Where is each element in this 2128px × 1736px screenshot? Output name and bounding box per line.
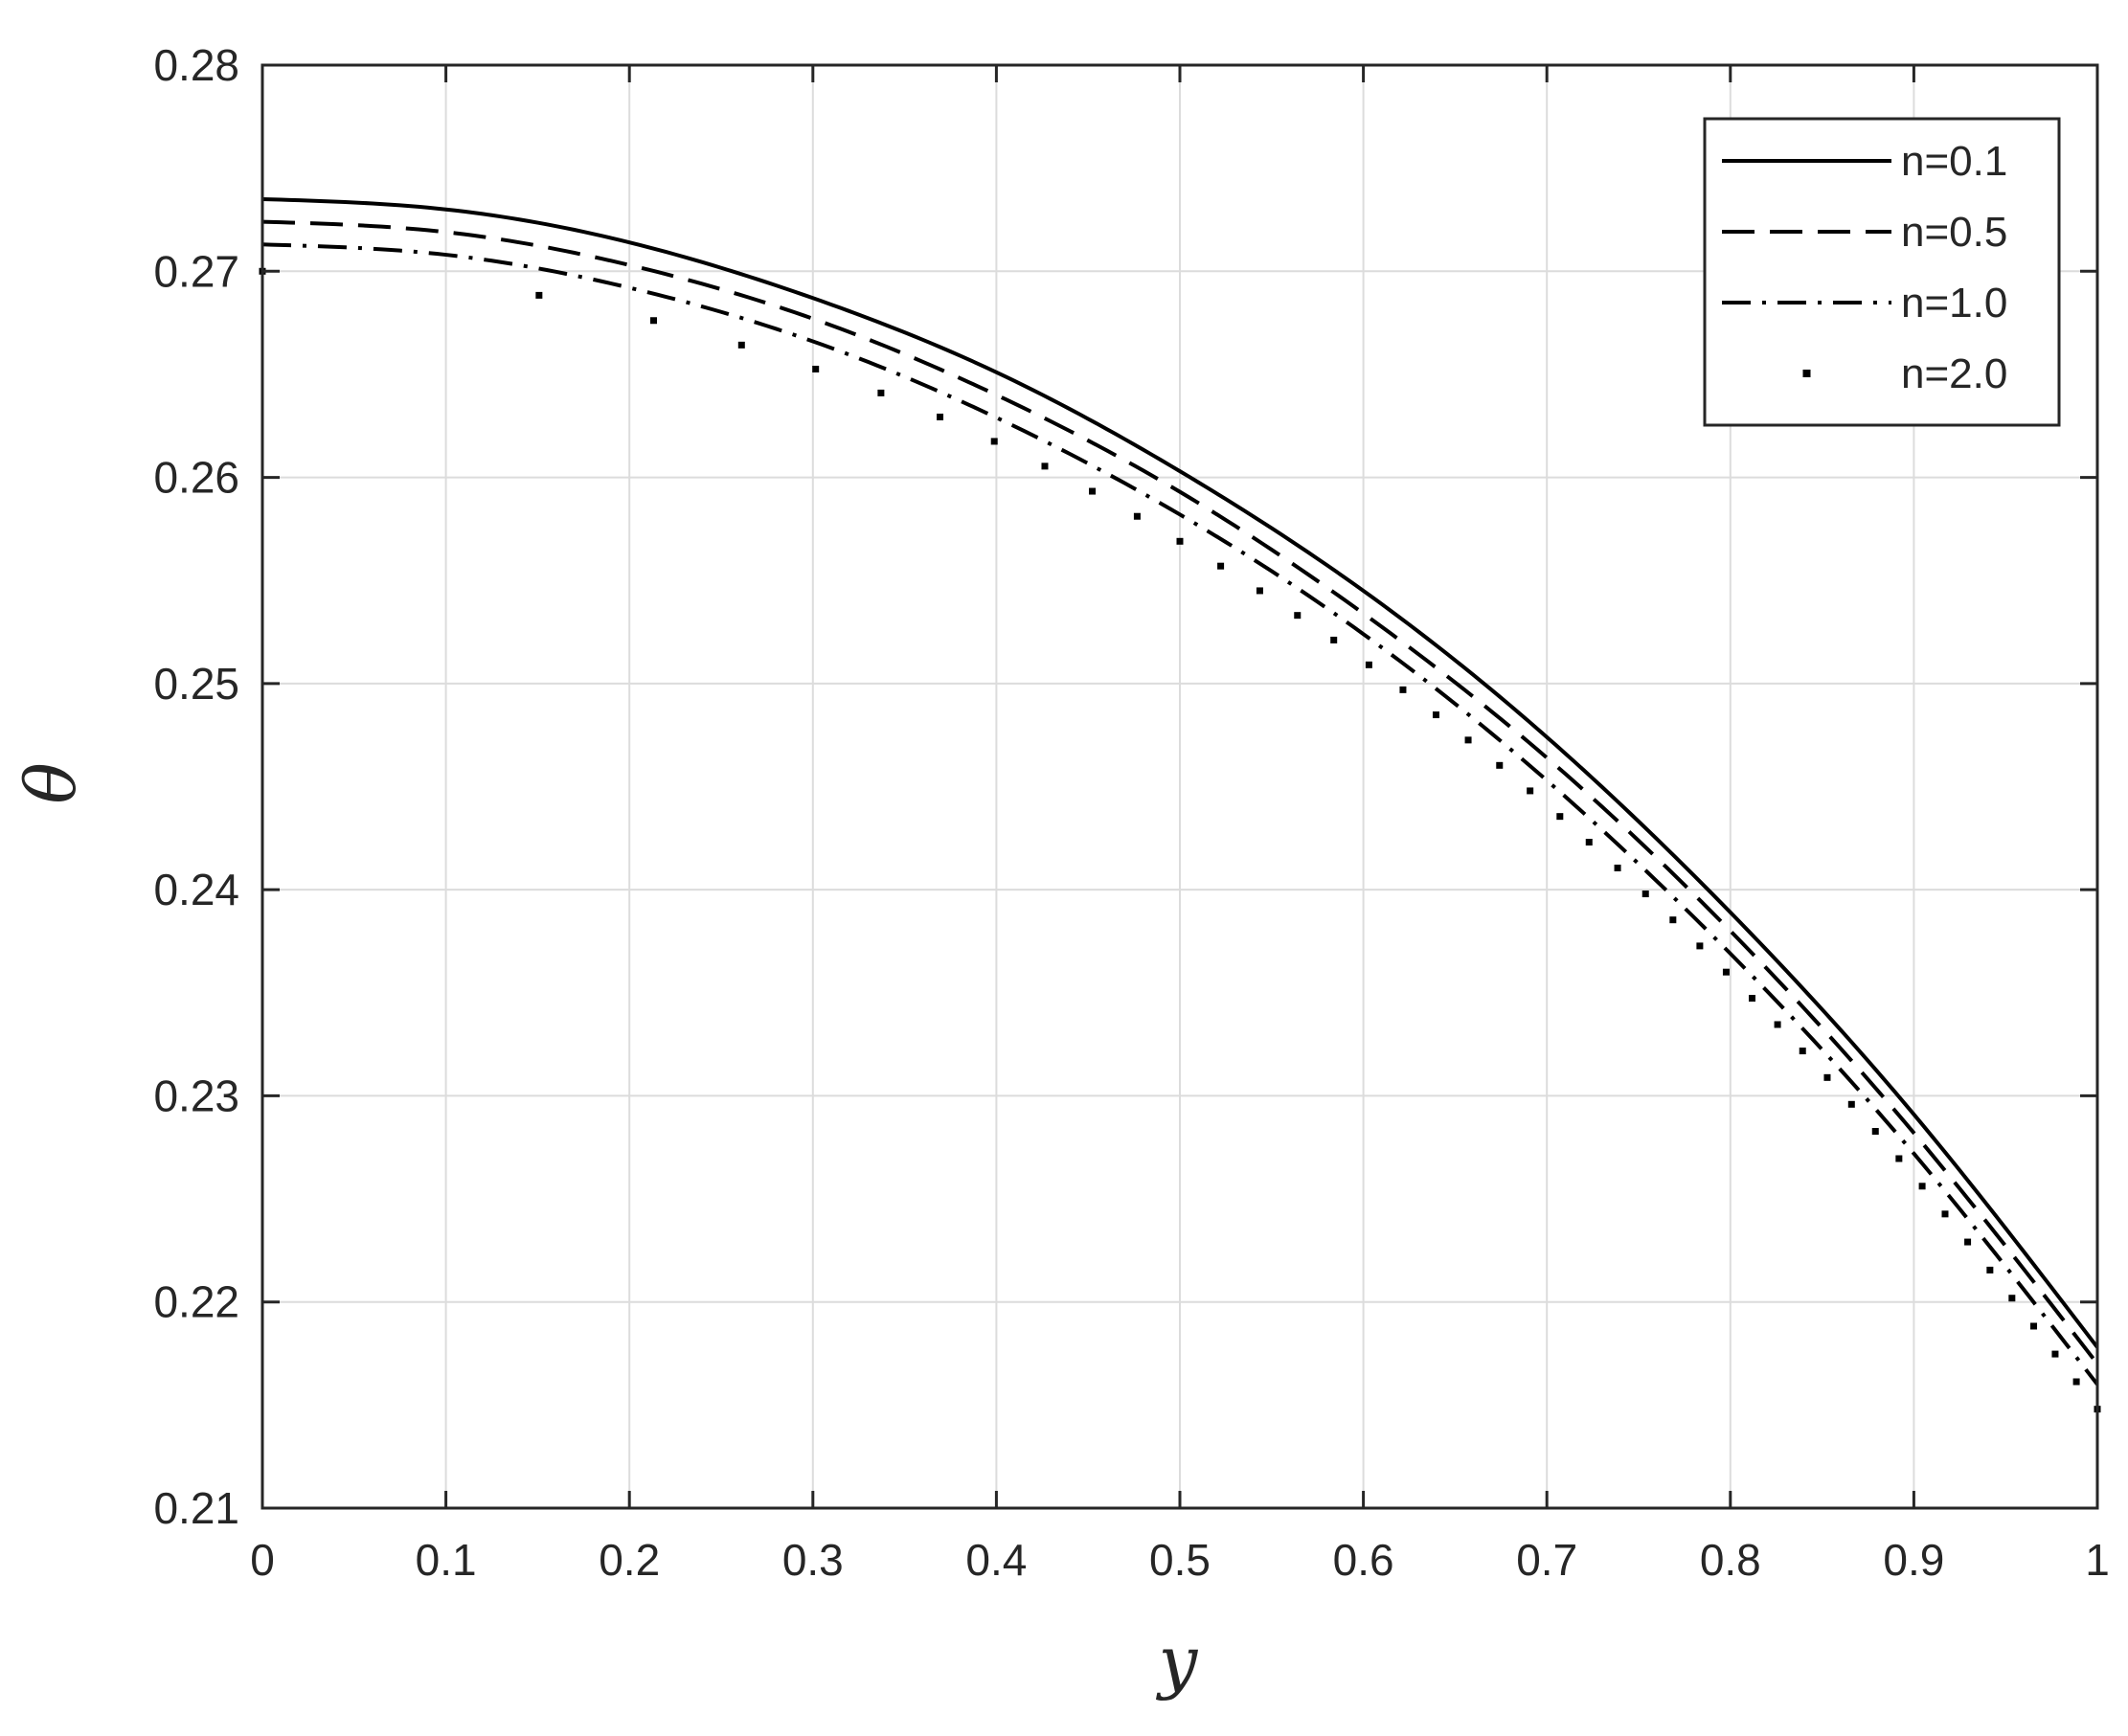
- series-layer: [259, 196, 2101, 1413]
- series-point-n=2.0: [2030, 1322, 2038, 1330]
- x-axis-title: y: [1156, 1621, 1199, 1702]
- series-point-n=2.0: [1641, 891, 1649, 898]
- y-tick-label: 0.25: [153, 659, 239, 709]
- series-point-n=2.0: [1256, 587, 1263, 595]
- series-line-n=1.0: [261, 242, 2099, 1387]
- series-point-n=2.0: [1217, 562, 1225, 570]
- series-point-n=2.0: [1774, 1021, 1781, 1028]
- series-point-n=2.0: [1823, 1073, 1831, 1081]
- series-point-n=2.0: [1294, 612, 1302, 620]
- y-tick-label: 0.24: [153, 865, 239, 914]
- series-point-n=2.0: [1527, 787, 1534, 795]
- series-line-n=0.1: [261, 196, 2099, 1349]
- series-point-n=2.0: [535, 291, 543, 299]
- series-point-n=2.0: [1941, 1210, 1949, 1218]
- series-point-n=2.0: [1089, 487, 1097, 495]
- series-point-n=2.0: [1464, 736, 1472, 744]
- series-point-n=2.0: [1496, 761, 1504, 769]
- y-tick-label: 0.26: [153, 453, 239, 503]
- series-point-n=2.0: [1964, 1238, 1972, 1246]
- ticks: [260, 63, 2099, 1510]
- series-point-n=2.0: [877, 389, 885, 396]
- series-point-n=2.0: [1133, 512, 1141, 520]
- series-point-n=2.0: [2051, 1350, 2059, 1358]
- legend-label: n=0.1: [1901, 138, 2007, 185]
- legend-label: n=1.0: [1901, 280, 2007, 327]
- series-point-n=2.0: [1895, 1155, 1903, 1162]
- series-point-n=2.0: [649, 317, 657, 325]
- x-tick-label: 0.2: [599, 1535, 660, 1585]
- series-point-n=2.0: [1918, 1183, 1926, 1190]
- series-point-n=2.0: [1696, 942, 1704, 950]
- legend-box: [1703, 117, 2061, 427]
- series-point-n=2.0: [1432, 711, 1439, 719]
- series-point-n=2.0: [1614, 864, 1621, 871]
- series-point-n=2.0: [2008, 1295, 2016, 1302]
- x-tick-label: 0: [250, 1535, 275, 1585]
- series-point-n=2.0: [1986, 1266, 1994, 1274]
- x-tick-label: 0.7: [1516, 1535, 1577, 1585]
- y-tick-label: 0.27: [153, 246, 239, 296]
- y-tick-label: 0.28: [153, 40, 239, 90]
- x-tick-label: 0.3: [782, 1535, 844, 1585]
- series-point-n=2.0: [737, 341, 745, 349]
- series-point-n=2.0: [1041, 462, 1049, 470]
- series-point-n=2.0: [812, 365, 820, 372]
- series-point-n=2.0: [990, 438, 998, 445]
- series-point-n=2.0: [1556, 813, 1564, 821]
- x-tick-label: 0.8: [1700, 1535, 1761, 1585]
- series-point-n=2.0: [1399, 686, 1407, 693]
- x-tick-label: 0.6: [1333, 1535, 1394, 1585]
- legend: n=0.1 n=0.5 n=1.0 n=2.0: [1703, 117, 2061, 427]
- y-tick-label: 0.23: [153, 1071, 239, 1120]
- legend-label: n=2.0: [1901, 350, 2007, 397]
- series-point-n=2.0: [1330, 636, 1338, 643]
- series-point-n=2.0: [1748, 995, 1755, 1003]
- legend-swatch-n=2.0: [1802, 370, 1811, 377]
- y-tick-label: 0.22: [153, 1277, 239, 1327]
- series-point-n=2.0: [1871, 1128, 1879, 1136]
- x-tick-label: 0.9: [1883, 1535, 1944, 1585]
- x-tick-label: 0.5: [1149, 1535, 1211, 1585]
- series-point-n=2.0: [1847, 1100, 1855, 1108]
- x-tick-label: 0.1: [416, 1535, 477, 1585]
- tick-labels: 0 0.1 0.2 0.3 0.4 0.5 0.6 0.7 0.8 0.9 1 0.21 0.22 0.2…: [153, 40, 2109, 1585]
- series-point-n=2.0: [1799, 1048, 1806, 1055]
- series-point-n=2.0: [1365, 661, 1372, 668]
- x-tick-label: 0.4: [965, 1535, 1027, 1585]
- legend-label: n=0.5: [1901, 209, 2007, 256]
- series-point-n=2.0: [2072, 1378, 2080, 1386]
- series-point-n=2.0: [937, 413, 944, 420]
- series-point-n=2.0: [1176, 537, 1184, 545]
- series-point-n=2.0: [1669, 916, 1677, 924]
- series-point-n=2.0: [1585, 839, 1593, 846]
- series-line-n=0.5: [261, 219, 2099, 1365]
- y-axis-title: θ: [11, 762, 91, 803]
- series-point-n=2.0: [1722, 968, 1730, 976]
- x-tick-label: 1: [2085, 1535, 2110, 1585]
- y-tick-label: 0.21: [153, 1483, 239, 1533]
